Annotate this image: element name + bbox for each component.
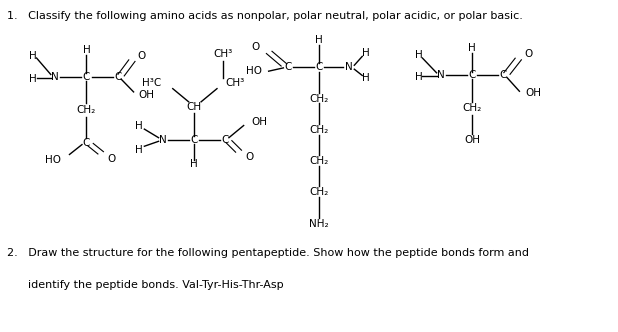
Text: H: H xyxy=(362,48,370,58)
Text: identify the peptide bonds. Val-Tyr-His-Thr-Asp: identify the peptide bonds. Val-Tyr-His-… xyxy=(7,280,284,290)
Text: O: O xyxy=(107,154,115,164)
Text: CH₂: CH₂ xyxy=(310,125,329,135)
Text: N: N xyxy=(345,62,352,72)
Text: CH₂: CH₂ xyxy=(310,156,329,166)
Text: O: O xyxy=(252,42,260,52)
Text: N: N xyxy=(51,72,59,82)
Text: O: O xyxy=(138,51,146,61)
Text: H: H xyxy=(135,122,143,131)
Text: CH₂: CH₂ xyxy=(310,187,329,197)
Text: HO: HO xyxy=(45,155,61,165)
Text: O: O xyxy=(524,49,532,59)
Text: C: C xyxy=(83,138,90,148)
Text: CH³: CH³ xyxy=(226,78,245,88)
Text: N: N xyxy=(438,70,445,80)
Text: C: C xyxy=(83,72,90,82)
Text: OH: OH xyxy=(525,88,541,98)
Text: CH³: CH³ xyxy=(213,49,232,59)
Text: H: H xyxy=(83,45,90,55)
Text: C: C xyxy=(190,135,198,145)
Text: C: C xyxy=(500,70,507,80)
Text: H: H xyxy=(415,50,422,60)
Text: NH₂: NH₂ xyxy=(310,218,329,229)
Text: N: N xyxy=(159,135,167,145)
Text: H: H xyxy=(28,74,36,84)
Text: OH: OH xyxy=(138,90,154,100)
Text: O: O xyxy=(245,152,253,162)
Text: 2.   Draw the structure for the following pentapeptide. Show how the peptide bon: 2. Draw the structure for the following … xyxy=(7,248,529,258)
Text: H: H xyxy=(415,72,422,82)
Text: C: C xyxy=(468,70,476,80)
Text: CH₂: CH₂ xyxy=(77,105,96,115)
Text: C: C xyxy=(114,72,121,82)
Text: H: H xyxy=(135,144,143,154)
Text: C: C xyxy=(284,62,292,72)
Text: H: H xyxy=(190,159,198,169)
Text: HO: HO xyxy=(246,66,262,76)
Text: H: H xyxy=(468,43,476,53)
Text: OH: OH xyxy=(251,117,267,127)
Text: C: C xyxy=(315,62,323,72)
Text: H: H xyxy=(315,35,323,45)
Text: CH₂: CH₂ xyxy=(463,103,482,114)
Text: OH: OH xyxy=(464,135,480,145)
Text: H³C: H³C xyxy=(142,78,161,88)
Text: H: H xyxy=(28,51,36,61)
Text: CH₂: CH₂ xyxy=(310,94,329,104)
Text: CH: CH xyxy=(187,102,202,112)
Text: H: H xyxy=(362,73,370,83)
Text: C: C xyxy=(222,135,229,145)
Text: 1.   Classify the following amino acids as nonpolar, polar neutral, polar acidic: 1. Classify the following amino acids as… xyxy=(7,11,523,21)
